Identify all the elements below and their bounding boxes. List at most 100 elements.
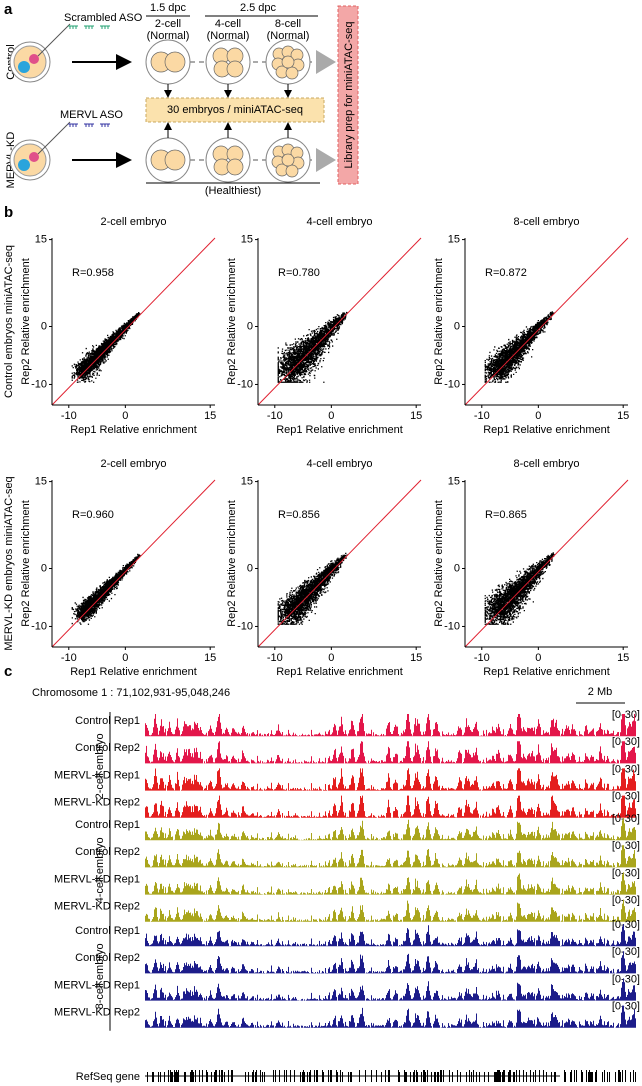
x-tick-label: -10 xyxy=(474,652,490,664)
y-axis-label: Rep2 Relative enrichment xyxy=(433,500,445,627)
row-label: MERVL-KD embryos miniATAC-seq xyxy=(3,476,15,650)
panel-label: a xyxy=(4,1,13,18)
stage-label: 4-cell xyxy=(215,18,241,30)
track-signal xyxy=(145,818,636,841)
y-axis-label: Rep2 Relative enrichment xyxy=(20,258,32,385)
track-label: MERVL-KD Rep1 xyxy=(54,979,140,991)
y-tick-label: -10 xyxy=(444,378,460,390)
y-axis-label: Rep2 Relative enrichment xyxy=(226,258,238,385)
library-box xyxy=(337,5,359,185)
x-tick-label: 0 xyxy=(535,410,541,422)
blastomere xyxy=(226,158,244,176)
track-signal xyxy=(145,845,636,868)
track-range: [0-30] xyxy=(612,867,640,879)
blastomere xyxy=(164,149,186,171)
track-label: MERVL-KD Rep2 xyxy=(54,797,140,809)
blastomere xyxy=(164,51,186,73)
diagonal xyxy=(464,479,629,648)
plot-title: 8-cell embryo xyxy=(513,458,579,470)
x-tick-label: -10 xyxy=(267,652,283,664)
plot-title: 2-cell embryo xyxy=(100,458,166,470)
gene-marks xyxy=(147,1070,636,1082)
track-signal xyxy=(145,795,636,818)
x-tick-label: 15 xyxy=(204,652,216,664)
plot-title: 4-cell embryo xyxy=(306,216,372,228)
track-signal xyxy=(145,978,636,1001)
x-tick-label: 15 xyxy=(204,410,216,422)
correlation: R=0.958 xyxy=(72,267,114,279)
y-tick-label: 0 xyxy=(41,320,47,332)
diagonal xyxy=(464,237,629,406)
aso xyxy=(84,123,94,127)
x-tick-label: 0 xyxy=(122,652,128,664)
x-tick-label: 15 xyxy=(410,652,422,664)
track-label: Control Rep1 xyxy=(75,715,140,727)
locus: Chromosome 1 : 71,102,931-95,048,246 xyxy=(32,687,230,699)
track-signal xyxy=(145,951,636,974)
row-label: Control embryos miniATAC-seq xyxy=(3,245,15,398)
track-range: [0-30] xyxy=(612,840,640,852)
track-range: [0-30] xyxy=(612,1001,640,1013)
panel-c: 2-cell embryo Control Rep1 [0-30] Control R… xyxy=(54,709,640,1082)
track-label: Control Rep2 xyxy=(75,846,140,858)
correlation: R=0.856 xyxy=(278,509,320,521)
scatter-cloud xyxy=(277,552,348,625)
stage-label: (Normal) xyxy=(267,30,310,42)
embryo xyxy=(205,39,251,85)
track-range: [0-30] xyxy=(612,709,640,721)
panel-label: b xyxy=(4,204,13,221)
stage-label: 8-cell xyxy=(275,18,301,30)
x-tick-label: 15 xyxy=(410,410,422,422)
y-tick-label: 0 xyxy=(454,562,460,574)
x-axis-label: Rep1 Relative enrichment xyxy=(70,424,197,436)
pronucleus xyxy=(29,54,39,64)
group-label: 2-cell embryo xyxy=(94,733,106,799)
scatter-cloud xyxy=(71,312,141,383)
track-signal xyxy=(145,714,636,737)
pool-box xyxy=(145,97,325,123)
panel-a-drawing: 2-cell(Normal)4-cell(Normal)8-cell(Norma… xyxy=(9,18,336,183)
x-tick-label: 15 xyxy=(617,652,629,664)
x-tick-label: -10 xyxy=(61,410,77,422)
y-tick-label: 0 xyxy=(247,320,253,332)
embryo xyxy=(205,137,251,183)
panel-b: Control embryos miniATAC-seq 2-cell embry… xyxy=(3,216,629,678)
track-signal xyxy=(145,924,636,947)
y-tick-label: 0 xyxy=(41,562,47,574)
track-range: [0-30] xyxy=(612,791,640,803)
x-axis-label: Rep1 Relative enrichment xyxy=(70,666,197,678)
scatter-cloud xyxy=(484,552,555,625)
x-tick-label: -10 xyxy=(267,410,283,422)
diagonal xyxy=(51,479,216,648)
aso-label: MERVL ASO xyxy=(60,109,123,121)
scatter-cloud xyxy=(277,311,348,383)
correlation: R=0.780 xyxy=(278,267,320,279)
track-signal xyxy=(145,1005,636,1028)
x-axis-label: Rep1 Relative enrichment xyxy=(276,666,403,678)
dpc-label: 2.5 dpc xyxy=(240,2,277,14)
panel-label: c xyxy=(4,663,12,680)
needle xyxy=(37,23,71,57)
y-axis-label: Rep2 Relative enrichment xyxy=(433,258,445,385)
scatter-cloud xyxy=(71,553,141,625)
x-tick-label: 0 xyxy=(328,410,334,422)
aso xyxy=(100,123,110,127)
track-range: [0-30] xyxy=(612,919,640,931)
aso xyxy=(68,25,78,29)
y-tick-label: 0 xyxy=(454,320,460,332)
dpc-label: 1.5 dpc xyxy=(150,2,187,14)
correlation: R=0.865 xyxy=(485,509,527,521)
track-range: [0-30] xyxy=(612,763,640,775)
track-label: MERVL-KD Rep2 xyxy=(54,901,140,913)
track-signal xyxy=(145,899,636,922)
track-label: Control Rep1 xyxy=(75,925,140,937)
y-tick-label: 15 xyxy=(241,475,253,487)
track-range: [0-30] xyxy=(612,973,640,985)
y-axis-label: Rep2 Relative enrichment xyxy=(226,500,238,627)
track-label: Control Rep2 xyxy=(75,952,140,964)
stage-label: (Normal) xyxy=(207,30,250,42)
y-tick-label: 15 xyxy=(35,233,47,245)
group-label: 8-cell embryo xyxy=(94,943,106,1009)
diagonal xyxy=(51,237,216,406)
aso xyxy=(100,25,110,29)
